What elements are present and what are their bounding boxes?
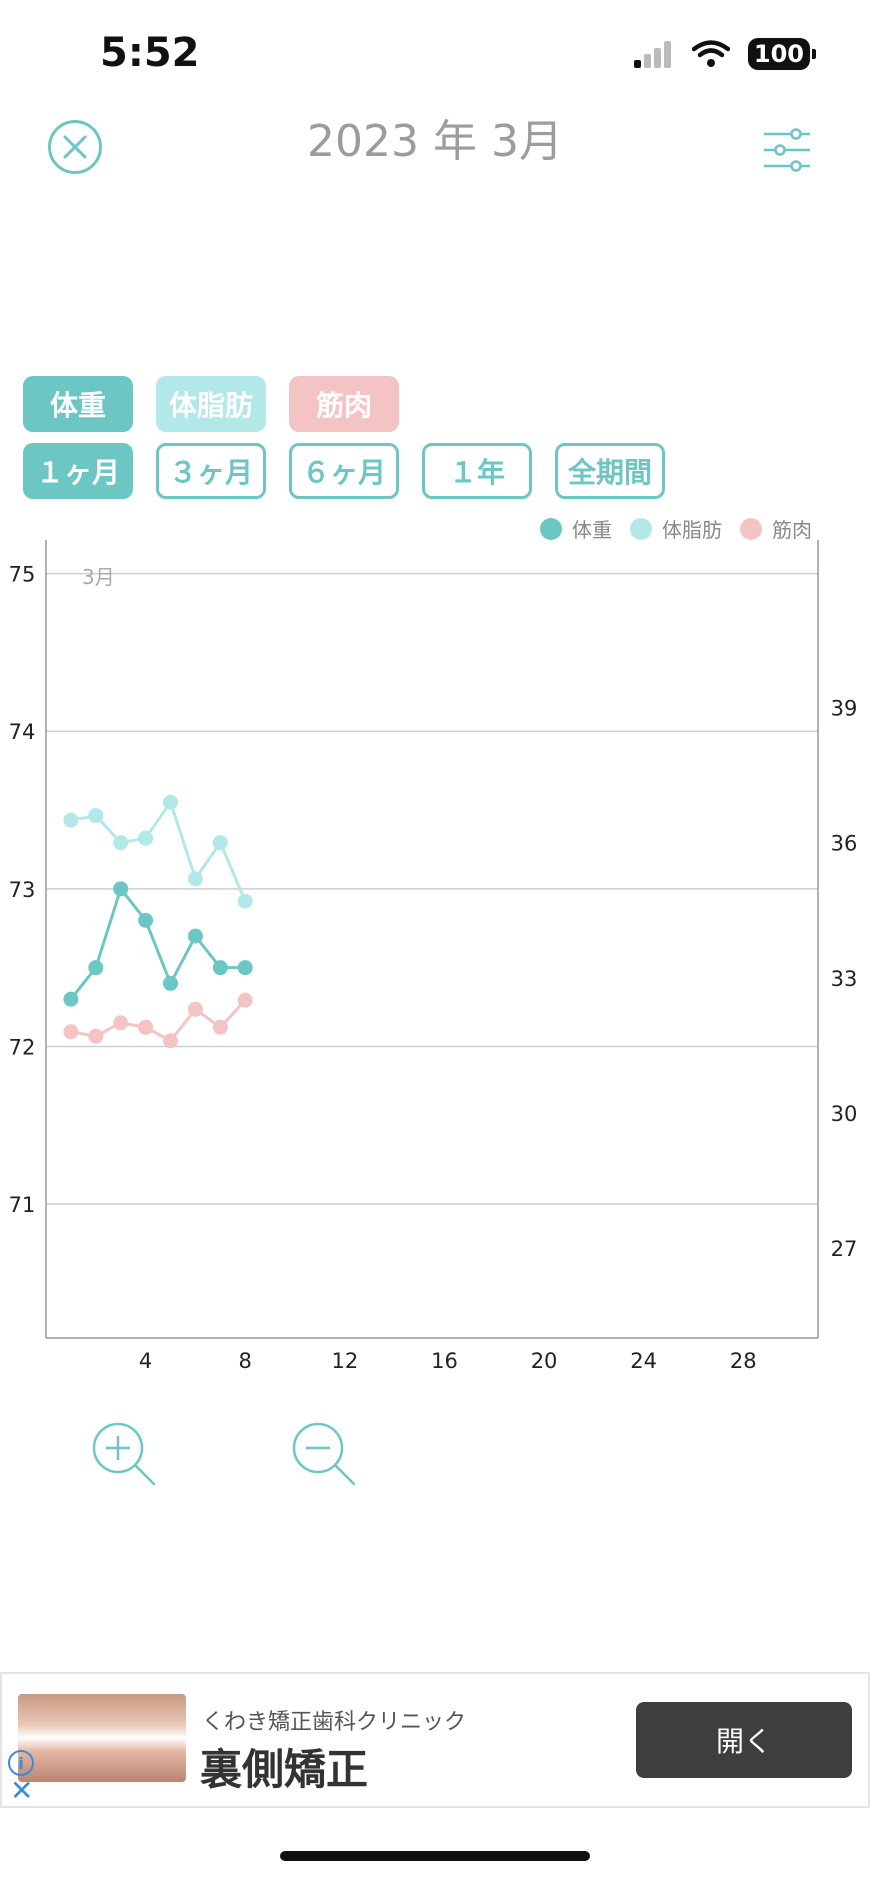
chart-legend: 体重 体脂肪 筋肉 bbox=[532, 514, 812, 543]
x-tick-label: 8 bbox=[239, 1349, 252, 1373]
data-point-0 bbox=[138, 912, 154, 928]
period-chip-3-months[interactable]: ３ヶ月 bbox=[156, 443, 266, 499]
x-tick-label: 12 bbox=[331, 1349, 358, 1373]
weight-trend-chart[interactable]: 75 74 73 72 71 39 36 33 30 27 4 8 12 16 20 24 28 3月 bbox=[0, 540, 870, 1380]
wifi-icon bbox=[691, 40, 730, 67]
data-point-2 bbox=[163, 1033, 179, 1049]
metric-chip-weight[interactable]: 体重 bbox=[23, 376, 133, 432]
metric-chip-muscle[interactable]: 筋肉 bbox=[289, 376, 399, 432]
data-point-1 bbox=[63, 812, 79, 828]
home-indicator bbox=[280, 1851, 590, 1861]
x-tick-label: 20 bbox=[531, 1349, 558, 1373]
data-point-2 bbox=[138, 1019, 154, 1035]
data-point-1 bbox=[113, 835, 129, 851]
status-icons: 100 bbox=[633, 38, 817, 70]
period-chip-1-year[interactable]: １年 bbox=[422, 443, 532, 499]
zoom-in-icon bbox=[92, 1422, 156, 1486]
cellular-signal-icon bbox=[633, 41, 671, 68]
period-chip-1-month[interactable]: １ヶ月 bbox=[23, 443, 133, 499]
data-point-1 bbox=[88, 808, 104, 824]
chart-month-label: 3月 bbox=[82, 565, 115, 589]
series-line-0 bbox=[69, 885, 246, 1001]
ad-close-icon[interactable]: ✕ bbox=[10, 1774, 34, 1807]
legend-dot-weight bbox=[540, 517, 562, 540]
data-point-2 bbox=[113, 1015, 129, 1031]
y-right-tick-label: 30 bbox=[831, 1102, 858, 1126]
data-point-2 bbox=[212, 1019, 228, 1035]
data-point-2 bbox=[88, 1028, 104, 1044]
data-point-2 bbox=[187, 1001, 203, 1017]
metric-chip-body-fat[interactable]: 体脂肪 bbox=[156, 376, 266, 432]
sliders-icon bbox=[764, 128, 810, 172]
data-point-0 bbox=[187, 928, 203, 944]
y-right-tick-label: 36 bbox=[831, 832, 858, 856]
y-left-tick-label: 71 bbox=[9, 1193, 36, 1217]
legend-label-muscle: 筋肉 bbox=[772, 518, 812, 542]
y-left-tick-label: 75 bbox=[9, 563, 36, 587]
period-chip-6-months[interactable]: ６ヶ月 bbox=[289, 443, 399, 499]
ad-banner[interactable]: くわき矯正歯科クリニック 裏側矯正 開く i ✕ bbox=[0, 1672, 870, 1808]
zoom-out-button[interactable] bbox=[288, 1418, 364, 1494]
legend-label-weight: 体重 bbox=[572, 518, 612, 542]
ad-subtitle: くわき矯正歯科クリニック bbox=[202, 1710, 467, 1735]
data-point-1 bbox=[163, 794, 179, 810]
y-right-tick-label: 39 bbox=[831, 697, 858, 721]
y-right-tick-label: 33 bbox=[831, 967, 858, 991]
settings-button[interactable] bbox=[762, 128, 812, 172]
data-point-0 bbox=[163, 975, 179, 991]
y-left-tick-label: 72 bbox=[9, 1035, 36, 1059]
legend-dot-body-fat bbox=[630, 517, 652, 540]
data-point-0 bbox=[237, 960, 253, 976]
data-point-1 bbox=[237, 893, 253, 909]
data-point-1 bbox=[138, 830, 154, 846]
data-point-1 bbox=[187, 871, 203, 887]
data-point-1 bbox=[212, 835, 228, 851]
close-circle-icon bbox=[63, 135, 87, 159]
x-tick-label: 4 bbox=[139, 1349, 152, 1373]
y-left-tick-label: 73 bbox=[9, 878, 36, 902]
data-point-0 bbox=[113, 881, 129, 897]
data-point-2 bbox=[237, 992, 253, 1008]
close-button[interactable] bbox=[48, 120, 102, 174]
legend-dot-muscle bbox=[740, 517, 762, 540]
zoom-out-icon bbox=[292, 1422, 356, 1486]
data-point-2 bbox=[63, 1024, 79, 1040]
ad-info-icon[interactable]: i bbox=[8, 1750, 34, 1776]
status-time: 5:52 bbox=[100, 30, 200, 76]
data-point-0 bbox=[212, 960, 228, 976]
data-point-0 bbox=[63, 991, 79, 1007]
battery-icon: 100 bbox=[747, 38, 817, 70]
page-title: 2023 年 3月 bbox=[307, 116, 563, 167]
data-point-0 bbox=[88, 960, 104, 976]
ad-open-button[interactable]: 開く bbox=[636, 1702, 852, 1778]
x-tick-label: 24 bbox=[630, 1349, 657, 1373]
ad-title: 裏側矯正 bbox=[200, 1745, 369, 1794]
y-left-tick-label: 74 bbox=[9, 720, 36, 744]
x-tick-label: 16 bbox=[431, 1349, 458, 1373]
x-tick-label: 28 bbox=[730, 1349, 757, 1373]
period-chip-all-time[interactable]: 全期間 bbox=[555, 443, 665, 499]
ad-image[interactable] bbox=[18, 1694, 186, 1782]
legend-label-body-fat: 体脂肪 bbox=[662, 518, 722, 542]
y-right-tick-label: 27 bbox=[831, 1237, 858, 1261]
zoom-in-button[interactable] bbox=[88, 1418, 164, 1494]
